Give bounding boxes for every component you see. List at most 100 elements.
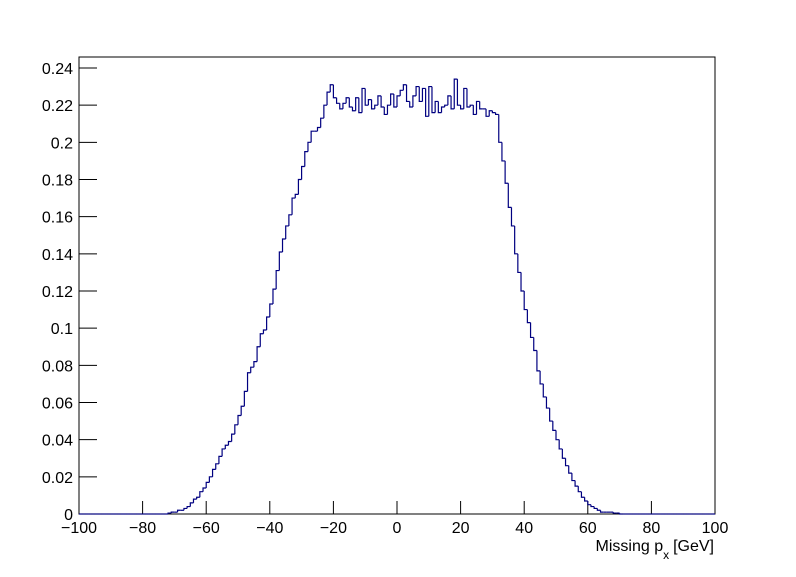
histogram-bin bbox=[501, 142, 506, 162]
histogram-bin bbox=[377, 95, 382, 106]
histogram-bin bbox=[335, 97, 340, 104]
y-tick-label: 0.16 bbox=[42, 210, 73, 227]
histogram-bin bbox=[199, 491, 204, 498]
histogram-bin bbox=[504, 160, 509, 184]
histogram-bin bbox=[399, 89, 404, 96]
histogram-bin bbox=[396, 95, 401, 108]
histogram-bin bbox=[266, 316, 270, 331]
y-tick-label: 0.12 bbox=[42, 284, 73, 301]
histogram-bin bbox=[380, 95, 385, 108]
histogram-bin bbox=[192, 498, 197, 503]
histogram-bin bbox=[316, 126, 321, 132]
histogram-bin bbox=[339, 103, 343, 110]
y-tick-label: 0.14 bbox=[42, 247, 73, 264]
histogram-bin bbox=[415, 85, 420, 96]
histogram-bin bbox=[402, 84, 407, 91]
x-tick-label: 100 bbox=[702, 520, 729, 537]
y-tick-label: 0.24 bbox=[42, 61, 73, 78]
histogram-bin bbox=[167, 512, 172, 514]
histogram-bin bbox=[246, 372, 251, 392]
histogram-bin bbox=[434, 100, 439, 113]
histogram-bin bbox=[549, 408, 553, 422]
histogram-bin bbox=[539, 370, 544, 385]
histogram-bin bbox=[431, 86, 436, 114]
histogram-bin bbox=[555, 430, 560, 441]
histogram-bin bbox=[183, 507, 188, 511]
histogram-bin bbox=[202, 487, 207, 492]
histogram-bin bbox=[523, 291, 528, 311]
histogram-bin bbox=[510, 207, 515, 227]
histogram-bin bbox=[361, 87, 366, 113]
histogram-bin bbox=[520, 272, 525, 292]
histogram-bin bbox=[590, 504, 595, 508]
histogram-bin bbox=[456, 79, 461, 106]
histogram-bin bbox=[466, 88, 471, 108]
histogram-bin bbox=[564, 458, 569, 467]
x-tick-label: −20 bbox=[320, 520, 347, 537]
x-tick-label: 0 bbox=[393, 520, 402, 537]
histogram-bin bbox=[450, 95, 455, 110]
histogram-bin bbox=[469, 104, 474, 108]
histogram-bin bbox=[358, 97, 363, 114]
histogram-bin bbox=[262, 329, 267, 334]
histogram-bin bbox=[558, 439, 563, 450]
histogram-bin bbox=[221, 448, 226, 457]
histogram-bin bbox=[545, 396, 550, 409]
histogram-bin bbox=[297, 178, 302, 195]
histogram-bin bbox=[491, 110, 496, 114]
histogram-bin bbox=[507, 183, 512, 208]
y-tick-label: 0.1 bbox=[51, 321, 73, 338]
histogram-bin bbox=[211, 468, 216, 477]
histogram-bin bbox=[498, 114, 502, 143]
histogram-bin bbox=[612, 512, 617, 514]
histogram-bin bbox=[428, 85, 432, 117]
histogram-bin bbox=[390, 93, 394, 106]
histogram-bin bbox=[285, 225, 289, 239]
histogram-bin bbox=[288, 214, 293, 226]
histogram-bin bbox=[571, 473, 576, 482]
histogram-bin bbox=[517, 253, 522, 274]
histogram-bin bbox=[227, 440, 232, 446]
histogram-bin bbox=[533, 337, 537, 352]
histogram-bin bbox=[310, 130, 315, 143]
histogram-bin bbox=[472, 105, 477, 116]
histogram-bin bbox=[374, 104, 378, 109]
histogram-bin bbox=[275, 269, 280, 290]
histogram-bin bbox=[529, 322, 534, 339]
x-label-text: Missing p bbox=[596, 538, 664, 555]
y-tick-label: 0.2 bbox=[51, 135, 73, 152]
histogram-bin bbox=[278, 251, 283, 271]
histogram-bin bbox=[475, 100, 480, 115]
histogram-bin bbox=[170, 511, 175, 514]
histogram-bin bbox=[237, 414, 242, 425]
histogram-bin bbox=[345, 97, 350, 104]
histogram-bin bbox=[463, 87, 467, 109]
histogram-bin bbox=[215, 463, 219, 470]
y-tick-label: 0.08 bbox=[42, 358, 73, 375]
x-tick-label: −40 bbox=[256, 520, 283, 537]
histogram-bin bbox=[355, 97, 359, 111]
y-tick-label: 0.06 bbox=[42, 396, 73, 413]
histogram-bin bbox=[205, 481, 210, 488]
histogram-bin bbox=[536, 350, 541, 372]
x-label-subscript: x bbox=[663, 548, 669, 562]
y-tick-label: 0.04 bbox=[42, 433, 73, 450]
histogram-bin bbox=[326, 91, 331, 106]
histogram-bin bbox=[231, 433, 235, 442]
histogram-bin bbox=[577, 486, 582, 493]
histogram-bin bbox=[437, 101, 442, 114]
histogram-bin bbox=[568, 465, 572, 474]
x-axis-label: Missing px [GeV] bbox=[596, 538, 714, 562]
histogram-bin bbox=[281, 238, 286, 252]
histogram-bin bbox=[320, 117, 324, 128]
histogram-bin bbox=[323, 104, 328, 119]
histogram-bin bbox=[272, 288, 277, 305]
histogram-bin bbox=[329, 84, 334, 93]
y-tick-label: 0.22 bbox=[42, 98, 73, 115]
histogram-bin bbox=[488, 110, 493, 117]
x-tick-label: −60 bbox=[193, 520, 220, 537]
histogram-bin bbox=[253, 361, 258, 368]
histogram-bin bbox=[393, 94, 397, 108]
histogram-bin bbox=[176, 509, 181, 513]
